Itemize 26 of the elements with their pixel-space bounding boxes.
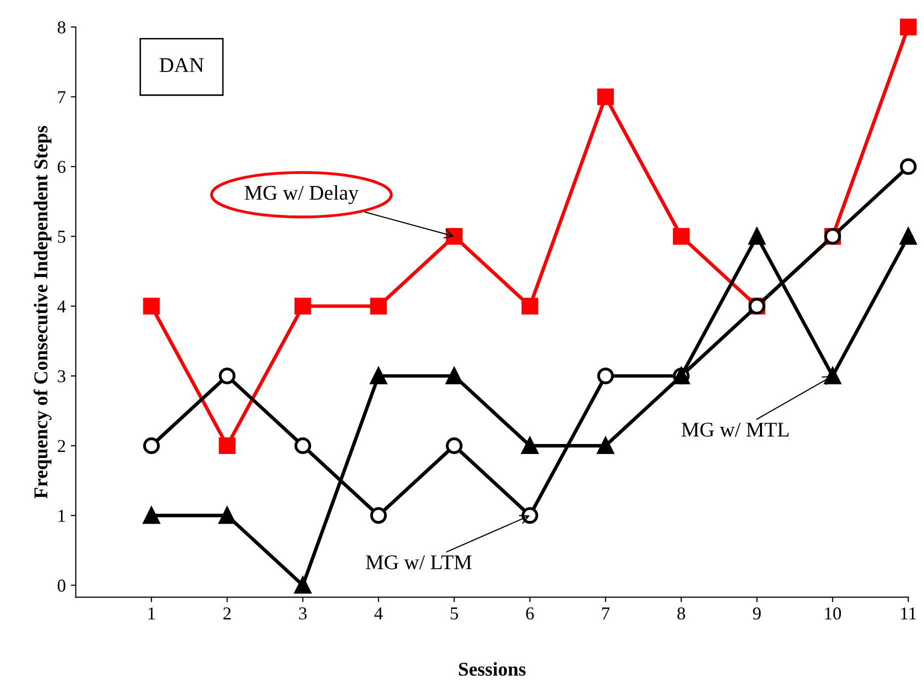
x-tick-label: 4 [374,607,383,620]
y-tick-label: 0 [58,580,66,592]
y-tick-label: 1 [58,510,65,522]
y-tick-label: 5 [58,230,66,243]
x-tick-label: 10 [825,607,841,620]
y-tick-label: 4 [57,300,66,312]
x-tick-label: 6 [526,607,534,620]
x-axis-title: Sessions [459,662,526,676]
x-tick-label: 1 [148,607,155,620]
y-tick-label: 3 [58,370,66,382]
y-tick-label: 6 [58,160,66,174]
annotation: MG w/ Delay [244,185,359,204]
x-tick-label: 8 [677,607,686,620]
y-tick-label: 7 [58,91,66,104]
y-axis-title: Frequency of Consecutive Independent Steps [34,126,52,498]
x-tick-label: 3 [299,607,307,620]
x-tick-label: 11 [901,607,916,620]
y-tick-label: 8 [58,21,66,34]
annotation: MG w/ MTL [682,422,789,437]
annotation: MG w/ LTM [366,555,472,570]
x-tick-label: 5 [450,608,458,620]
x-tick-label: 9 [752,607,761,620]
x-tick-label: 7 [602,608,610,620]
x-tick-label: 2 [223,607,231,620]
y-tick-label: 2 [58,440,66,452]
annotation: DAN [160,58,204,72]
